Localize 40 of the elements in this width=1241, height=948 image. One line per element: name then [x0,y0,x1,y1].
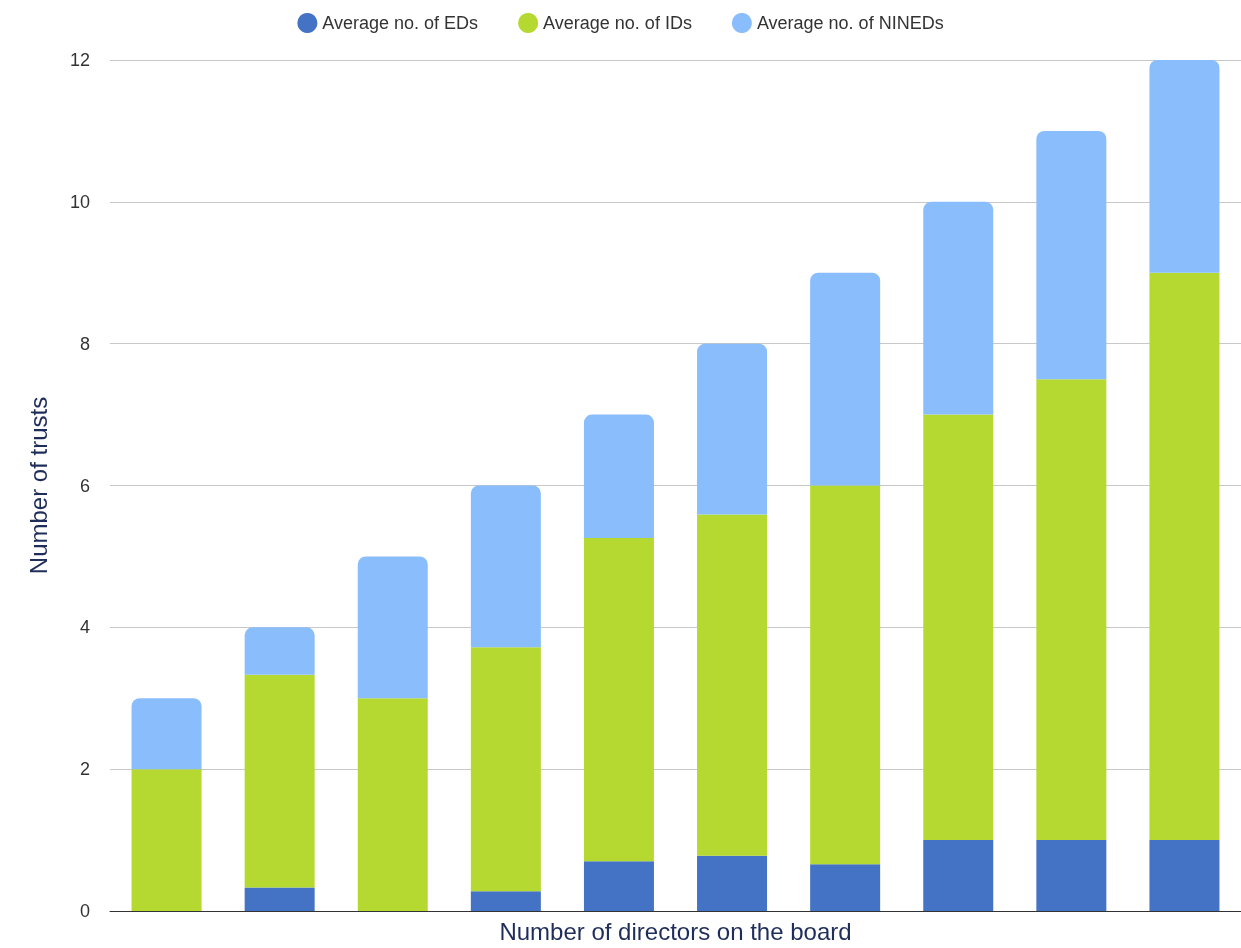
bar [697,343,768,515]
y-tick-label: 4 [79,617,90,638]
bar [1149,60,1220,273]
x-axis-title: Number of directors on the board [499,917,852,945]
bar [697,855,768,911]
bar [470,647,541,892]
bar [244,674,315,888]
bar [923,840,994,911]
bar [244,627,315,675]
bar [1036,130,1107,380]
y-axis-title: Number of trusts [24,396,52,575]
bar [810,864,881,911]
bar [131,698,202,770]
bar [923,201,994,415]
bar [583,537,654,862]
bar [810,272,881,486]
bar [697,514,768,856]
y-tick-label: 8 [79,333,90,354]
y-tick-label: 6 [79,475,90,496]
legend-label: Average no. of EDs [322,13,479,33]
bar [470,485,541,648]
bar [244,887,315,911]
bar [357,556,428,699]
bar [1149,272,1220,841]
legend-label: Average no. of IDs [543,13,692,33]
y-tick-label: 2 [79,759,90,780]
bar [810,485,881,865]
bar [583,414,654,538]
bar [131,769,202,911]
y-tick-label: 10 [69,191,90,212]
bar [923,414,994,841]
bar [470,891,541,911]
y-tick-label: 0 [79,901,90,921]
bar [357,698,428,911]
legend-label: Average no. of NINEDs [756,13,944,33]
bar [1149,840,1220,911]
bar [1036,840,1107,911]
y-tick-label: 12 [69,50,90,70]
bar [583,861,654,911]
bar [1036,379,1107,841]
